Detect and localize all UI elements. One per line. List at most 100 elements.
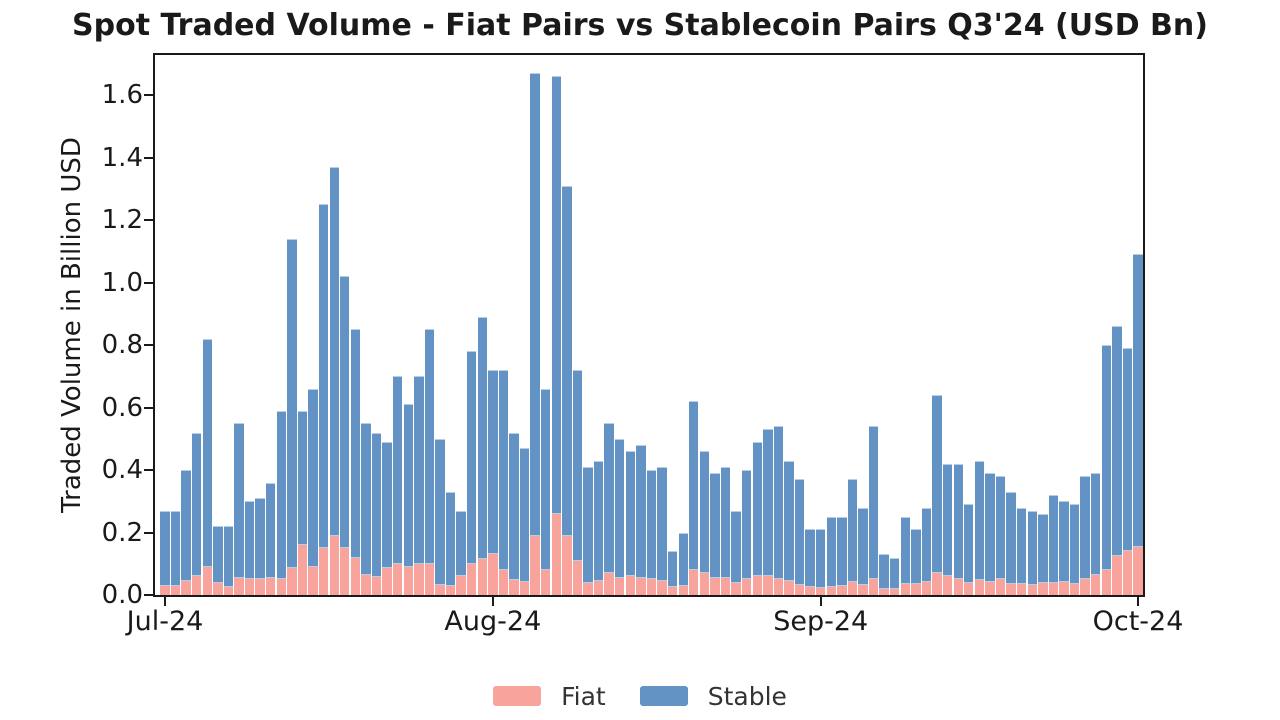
bar-2024-09-03 bbox=[837, 516, 847, 595]
fiat-segment bbox=[255, 578, 265, 595]
bar-2024-09-27 bbox=[1090, 473, 1101, 595]
stable-segment bbox=[403, 404, 413, 567]
bar-2024-07-30 bbox=[467, 351, 477, 595]
fiat-segment bbox=[710, 578, 720, 595]
stable-segment bbox=[287, 238, 297, 569]
stable-segment bbox=[900, 516, 911, 585]
bar-2024-08-31 bbox=[805, 529, 815, 595]
fiat-segment bbox=[826, 587, 836, 595]
fiat-segment bbox=[318, 548, 329, 595]
bar-2024-09-16 bbox=[974, 460, 985, 595]
stable-segment bbox=[615, 438, 625, 579]
stable-segment bbox=[244, 501, 255, 580]
stable-segment bbox=[879, 554, 889, 590]
fiat-segment bbox=[593, 580, 604, 595]
stable-segment bbox=[858, 507, 868, 585]
y-tick-label-0.0: 0.0 bbox=[101, 580, 143, 610]
stable-segment bbox=[329, 166, 339, 536]
stable-segment bbox=[741, 470, 752, 580]
bar-2024-08-01 bbox=[488, 370, 498, 595]
stable-segment bbox=[445, 491, 456, 586]
legend-label-fiat: Fiat bbox=[561, 681, 606, 711]
bar-2024-07-07 bbox=[223, 526, 234, 595]
bar-2024-08-04 bbox=[519, 448, 530, 595]
stable-segment bbox=[1069, 504, 1080, 585]
bar-2024-09-06 bbox=[868, 426, 879, 595]
stable-segment bbox=[160, 510, 170, 586]
y-tick-mark bbox=[144, 344, 153, 346]
legend-entry-fiat: Fiat bbox=[493, 682, 606, 711]
stable-segment bbox=[1006, 491, 1016, 585]
stable-segment bbox=[392, 376, 403, 565]
fiat-segment bbox=[1133, 547, 1143, 595]
bar-2024-08-25 bbox=[741, 470, 752, 595]
stable-segment bbox=[213, 526, 223, 584]
fiat-segment bbox=[794, 585, 805, 595]
bar-2024-09-25 bbox=[1069, 504, 1080, 595]
fiat-segment bbox=[964, 583, 974, 595]
fiat-segment bbox=[932, 572, 942, 595]
stable-segment bbox=[667, 551, 678, 587]
stable-segment bbox=[604, 423, 614, 574]
stable-segment bbox=[964, 504, 974, 584]
bar-2024-07-17 bbox=[329, 166, 339, 595]
stable-segment bbox=[414, 376, 424, 564]
bar-2024-07-28 bbox=[445, 491, 456, 595]
bar-2024-08-23 bbox=[720, 466, 731, 595]
bar-2024-09-14 bbox=[953, 463, 963, 595]
stable-segment bbox=[911, 529, 921, 585]
y-tick-label-1.6: 1.6 bbox=[101, 80, 143, 110]
fiat-segment bbox=[435, 584, 445, 595]
bar-2024-07-24 bbox=[403, 404, 413, 595]
fiat-segment bbox=[837, 585, 847, 595]
fiat-segment bbox=[1069, 584, 1080, 595]
bar-2024-07-31 bbox=[477, 316, 487, 595]
stable-segment bbox=[773, 426, 784, 580]
stable-segment bbox=[625, 451, 636, 577]
bar-2024-08-27 bbox=[763, 429, 773, 595]
stable-segment bbox=[678, 532, 688, 586]
fiat-segment bbox=[985, 581, 995, 595]
fiat-segment bbox=[276, 579, 287, 595]
stable-segment bbox=[551, 76, 561, 514]
fiat-segment bbox=[498, 570, 509, 595]
fiat-segment bbox=[773, 579, 784, 595]
fiat-segment bbox=[371, 576, 382, 595]
fiat-segment bbox=[572, 560, 583, 595]
bar-2024-07-05 bbox=[202, 338, 212, 595]
stable-segment bbox=[1133, 254, 1143, 548]
stable-segment bbox=[477, 316, 487, 560]
fiat-segment bbox=[879, 589, 889, 595]
fiat-segment bbox=[477, 559, 487, 595]
x-tick-label-Aug-24: Aug-24 bbox=[444, 606, 542, 637]
fiat-segment bbox=[615, 578, 625, 595]
fiat-segment bbox=[414, 563, 424, 595]
bar-2024-07-27 bbox=[435, 438, 445, 595]
stable-segment bbox=[170, 510, 181, 587]
bar-2024-09-02 bbox=[826, 516, 836, 595]
bar-2024-08-28 bbox=[773, 426, 784, 595]
x-tick-label-Jul-24: Jul-24 bbox=[126, 606, 204, 637]
stable-segment bbox=[456, 510, 466, 577]
stable-segment bbox=[519, 448, 530, 582]
bar-2024-09-11 bbox=[921, 507, 932, 595]
fiat-segment bbox=[1048, 582, 1059, 595]
x-tick-mark bbox=[819, 597, 822, 606]
stable-segment bbox=[921, 507, 932, 582]
y-tick-label-0.4: 0.4 bbox=[101, 455, 143, 485]
fiat-segment bbox=[890, 589, 900, 595]
fiat-segment bbox=[805, 586, 815, 595]
fiat-segment bbox=[509, 580, 519, 595]
fiat-segment bbox=[562, 535, 572, 595]
bar-2024-08-16 bbox=[646, 470, 657, 595]
stable-segment bbox=[361, 423, 371, 575]
bar-2024-08-03 bbox=[509, 432, 519, 595]
bar-2024-07-14 bbox=[297, 410, 308, 595]
y-tick-label-1.0: 1.0 bbox=[101, 267, 143, 298]
bar-2024-09-04 bbox=[847, 479, 858, 595]
stable-segment bbox=[255, 498, 265, 579]
fiat-segment bbox=[921, 581, 932, 595]
stable-segment bbox=[583, 466, 593, 584]
bar-2024-09-10 bbox=[911, 529, 921, 595]
bar-2024-09-05 bbox=[858, 507, 868, 595]
